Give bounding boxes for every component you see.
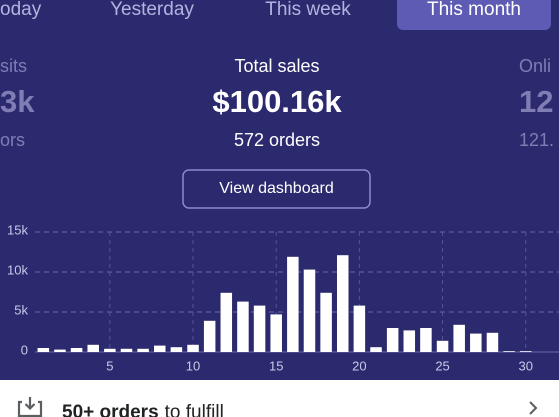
fulfill-icon xyxy=(17,397,43,417)
bar xyxy=(403,330,416,352)
y-tick-label: 10k xyxy=(7,262,28,277)
bar xyxy=(453,324,465,352)
bar xyxy=(370,347,382,352)
tab[interactable]: This week xyxy=(265,0,351,20)
bar xyxy=(70,348,83,352)
bar xyxy=(104,348,116,352)
footer[interactable]: 50+ orders to fulfill xyxy=(0,380,559,417)
x-tick-label: 10 xyxy=(186,358,200,373)
button-frame[interactable] xyxy=(182,169,371,209)
tab[interactable]: oday xyxy=(0,0,42,20)
y-tick-label: 5k xyxy=(14,302,28,317)
bar xyxy=(486,332,499,352)
stat-value: $100.16k xyxy=(212,84,342,119)
stat-sub: 572 orders xyxy=(234,130,320,150)
bar xyxy=(237,301,249,352)
bar xyxy=(137,348,149,352)
selected-tab-bg xyxy=(397,0,551,30)
bar xyxy=(37,348,50,352)
x-tick-label: 15 xyxy=(269,358,283,373)
footer-count: 50+ orders xyxy=(62,402,159,417)
stat-sub: 121. xyxy=(519,130,554,150)
bar xyxy=(336,255,349,352)
footer-text[interactable]: 50+ orders to fulfill xyxy=(62,402,224,417)
stat-value: 12 xyxy=(519,84,553,119)
x-tick-label: 20 xyxy=(352,358,366,373)
stat-sub: ors xyxy=(0,130,25,150)
chevron xyxy=(529,401,538,415)
bar xyxy=(203,320,216,352)
bar xyxy=(420,328,432,352)
y-tick-label: 0 xyxy=(21,342,28,357)
y-tick-label: 15k xyxy=(7,222,28,237)
bar xyxy=(470,333,482,352)
x-tick-label: 5 xyxy=(106,358,113,373)
footer-label: to fulfill xyxy=(165,402,224,417)
bar xyxy=(436,340,449,352)
stat-title: Onli xyxy=(519,56,551,76)
tab-bar: oday Yesterday This week This month xyxy=(0,0,551,30)
bar xyxy=(187,344,199,352)
bar xyxy=(287,256,299,352)
bar xyxy=(87,344,99,352)
bar xyxy=(220,292,233,352)
bar xyxy=(519,351,532,352)
x-tick-label: 25 xyxy=(435,358,449,373)
stat-value: 3k xyxy=(0,84,35,119)
x-tick-label: 30 xyxy=(518,358,532,373)
bar xyxy=(54,349,66,352)
bar xyxy=(120,348,133,352)
stat-title: sits xyxy=(0,56,27,76)
bar xyxy=(253,305,266,352)
footer-bg xyxy=(0,380,559,417)
button[interactable]: View dashboard xyxy=(182,169,371,209)
tab[interactable]: Yesterday xyxy=(110,0,194,20)
bar xyxy=(270,314,282,352)
bar xyxy=(503,351,515,352)
bar xyxy=(386,328,399,352)
chart: 0 5k 10k 15k 5 10 15 20 25 30 xyxy=(7,222,559,373)
bar xyxy=(320,292,332,352)
stat-title: Total sales xyxy=(234,56,319,76)
bar xyxy=(353,305,366,352)
tab[interactable]: This month xyxy=(427,0,521,20)
bar xyxy=(170,347,183,352)
bar xyxy=(154,345,166,352)
button-label[interactable]: View dashboard xyxy=(219,180,333,197)
bar xyxy=(303,269,316,352)
